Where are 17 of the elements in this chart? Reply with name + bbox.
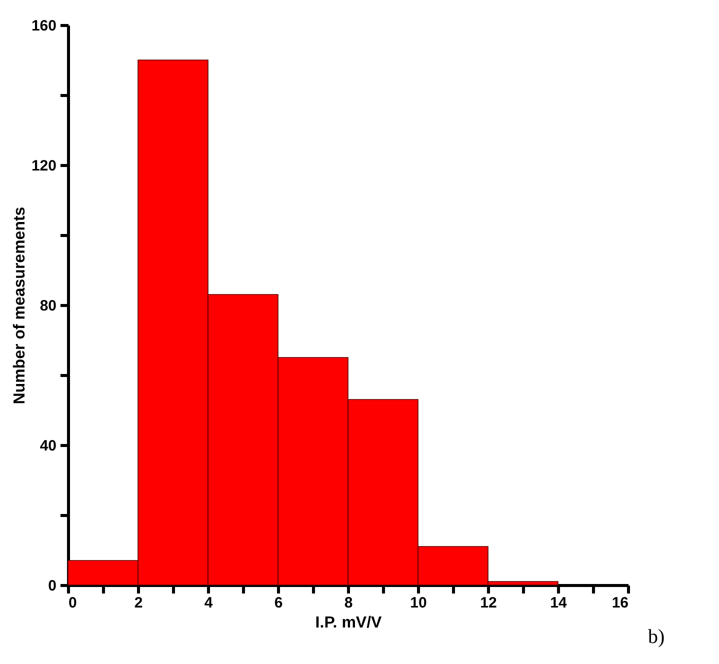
y-tick-label: 40 <box>40 438 56 454</box>
x-tick-label: 4 <box>204 594 214 612</box>
x-tick-label: 12 <box>480 594 497 612</box>
text: b) <box>648 626 665 648</box>
x-tick-label: 10 <box>410 594 427 612</box>
x-tick-label: 0 <box>68 594 77 612</box>
y-tick-label: 120 <box>31 158 56 174</box>
y-tick-label: 80 <box>40 298 56 314</box>
x-tick-label: 14 <box>550 594 568 612</box>
x-tick-label: 6 <box>274 594 283 612</box>
x-tick-label: 16 <box>612 594 628 612</box>
x-tick-label: 8 <box>344 594 353 612</box>
x-tick-label: 2 <box>134 594 143 612</box>
y-tick-label: 160 <box>31 18 56 34</box>
y-axis-title: Number of measurements <box>11 206 28 404</box>
x-axis-title: I.P. mV/V <box>315 614 382 632</box>
y-tick-label: 0 <box>48 578 56 594</box>
